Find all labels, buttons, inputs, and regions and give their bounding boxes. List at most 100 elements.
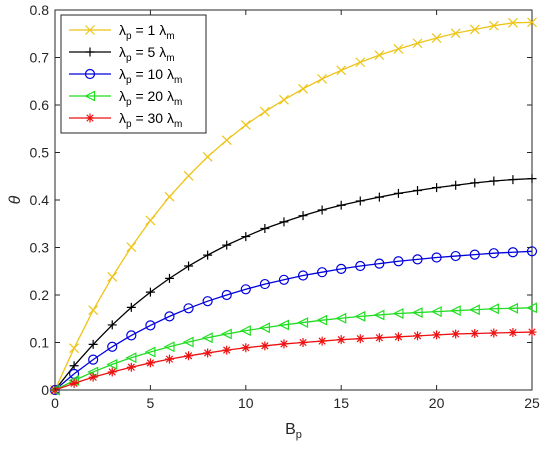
data-point xyxy=(278,274,290,285)
data-point xyxy=(489,176,499,186)
data-point xyxy=(508,328,518,338)
data-point xyxy=(125,352,137,364)
legend-label-symbol: λ xyxy=(119,88,126,104)
data-point xyxy=(107,341,118,352)
legend-label: λp = 10 λm xyxy=(119,66,182,86)
data-point xyxy=(145,287,155,297)
data-point xyxy=(107,367,117,377)
data-point xyxy=(163,341,175,353)
data-point xyxy=(488,20,499,31)
data-point xyxy=(183,170,194,181)
legend-label: λp = 1 λm xyxy=(119,22,175,42)
y-tick-label: 0.5 xyxy=(30,145,50,161)
data-point xyxy=(393,188,403,198)
data-point xyxy=(241,343,251,353)
legend-label-symbol: λ xyxy=(119,44,126,60)
data-point xyxy=(451,180,461,190)
data-point xyxy=(488,248,499,259)
data-point xyxy=(393,44,404,54)
data-point xyxy=(182,336,194,348)
legend-marker xyxy=(85,113,95,123)
data-point xyxy=(203,348,213,358)
data-point xyxy=(431,252,442,263)
legend-label-subscript: p xyxy=(126,53,132,64)
data-point xyxy=(69,343,80,354)
series-3 xyxy=(49,246,538,396)
data-point xyxy=(184,261,194,271)
data-point xyxy=(413,331,423,341)
data-point xyxy=(164,354,174,364)
data-point xyxy=(470,328,480,338)
data-point xyxy=(432,183,442,193)
legend-label-subscript: p xyxy=(126,119,132,130)
y-tick-label: 0.8 xyxy=(30,2,50,18)
data-point xyxy=(183,303,194,314)
tick-layer: 0 5 10 15 20 25 0 0.1 0.2 0.3 0.4 0.5 0.6 0.7 0.8 xyxy=(30,2,540,411)
x-axis-title: Bp xyxy=(285,421,302,441)
data-point xyxy=(507,17,518,28)
data-point xyxy=(144,346,156,358)
legend-label-subscript: m xyxy=(166,31,174,42)
data-point xyxy=(507,247,519,258)
data-point xyxy=(373,309,385,321)
legend-entry-5: λp = 30 λm xyxy=(69,110,182,130)
x-tick-label: 0 xyxy=(51,395,59,411)
x-tick-label: 10 xyxy=(238,395,254,411)
data-point xyxy=(107,320,117,330)
legend-label-symbol: λ xyxy=(119,110,126,126)
data-point xyxy=(335,312,347,324)
data-point xyxy=(374,258,385,269)
data-point xyxy=(279,339,289,349)
data-point xyxy=(145,358,155,368)
legend-label-symbol: λ xyxy=(159,22,166,38)
legend-label-subscript: p xyxy=(126,97,132,108)
data-point xyxy=(374,333,384,343)
data-point xyxy=(222,345,232,355)
data-point xyxy=(88,339,98,349)
data-point xyxy=(430,306,442,318)
data-point xyxy=(449,305,461,317)
legend-label-value: = 10 xyxy=(132,66,167,82)
data-point xyxy=(355,334,365,344)
data-point xyxy=(259,106,270,117)
data-point xyxy=(451,329,461,339)
data-point xyxy=(374,192,384,202)
data-point xyxy=(469,24,480,35)
data-point xyxy=(145,320,156,331)
legend-label-value: = 30 xyxy=(132,110,167,126)
data-point xyxy=(298,211,308,221)
data-point xyxy=(298,338,308,347)
data-point xyxy=(126,242,137,252)
data-point xyxy=(336,65,347,76)
data-point xyxy=(432,330,442,340)
data-point xyxy=(355,196,365,206)
legend-entry-1: λp = 1 λm xyxy=(69,22,175,42)
data-point xyxy=(126,362,136,372)
legend-label-symbol: λ xyxy=(167,88,174,104)
legend-label: λp = 20 λm xyxy=(119,88,182,108)
data-point xyxy=(260,224,270,233)
data-point xyxy=(106,358,118,370)
legend-label: λp = 5 λm xyxy=(119,44,175,64)
data-point xyxy=(297,317,309,329)
data-point xyxy=(259,322,270,334)
x-tick-label: 25 xyxy=(524,395,540,411)
y-tick-label: 0.3 xyxy=(30,240,50,256)
y-tick-label: 0.6 xyxy=(30,97,50,113)
legend-label: λp = 30 λm xyxy=(119,110,182,130)
y-tick-label: 0 xyxy=(41,382,49,398)
legend-entry-3: λp = 10 λm xyxy=(69,66,182,86)
data-point xyxy=(468,304,480,316)
legend-label-subscript: m xyxy=(174,97,182,108)
data-point xyxy=(317,73,328,84)
data-point xyxy=(202,151,213,162)
data-point xyxy=(317,267,328,278)
legend-label-subscript: m xyxy=(166,53,174,64)
data-point xyxy=(164,191,175,202)
legend-label-subscript: m xyxy=(174,119,182,130)
x-axis-title-subscript: p xyxy=(296,429,302,441)
data-point xyxy=(317,205,327,215)
data-point xyxy=(145,215,156,226)
